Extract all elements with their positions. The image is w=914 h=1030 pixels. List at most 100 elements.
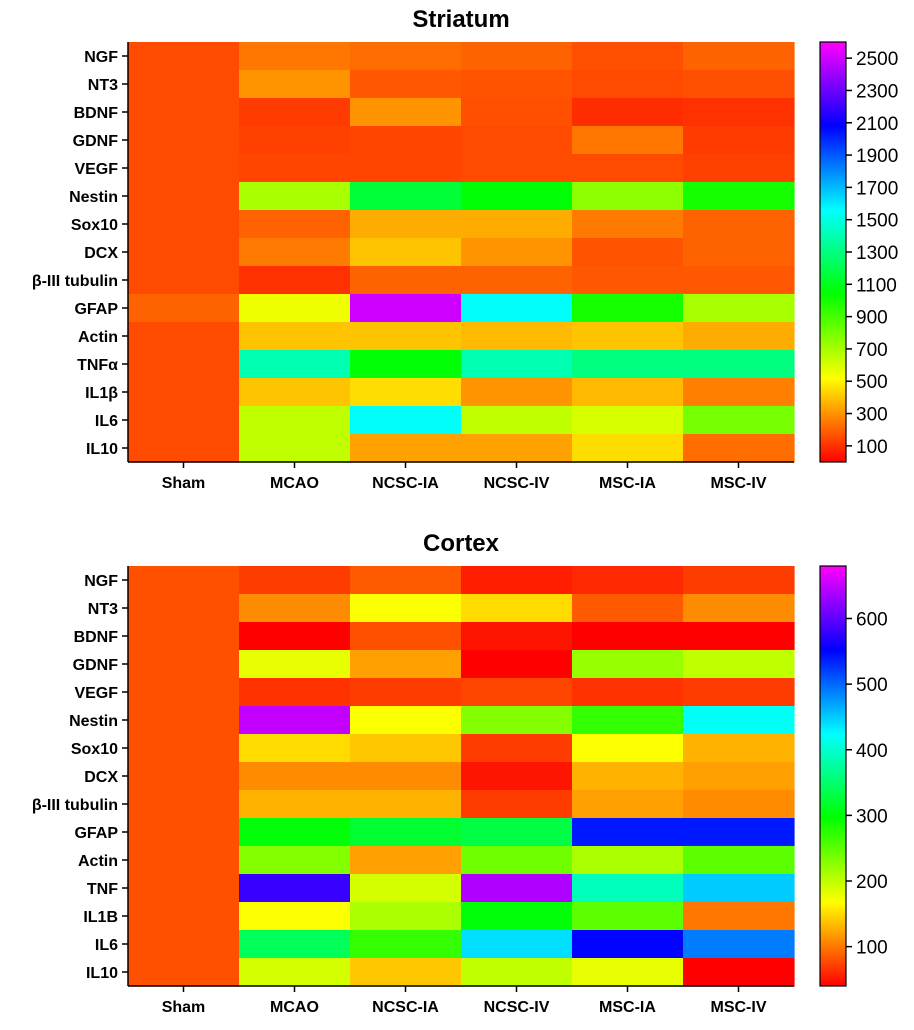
striatum-cell-12-0 — [128, 378, 240, 407]
cortex-cell-3-2 — [350, 650, 462, 679]
striatum-cell-0-1 — [239, 42, 351, 71]
striatum-colorbar-tick-label: 100 — [856, 437, 888, 458]
cortex-cell-6-3 — [461, 734, 573, 763]
striatum-row-label: TNFα — [77, 357, 118, 374]
cortex-cell-6-1 — [239, 734, 351, 763]
cortex-colorbar — [819, 565, 847, 987]
striatum-cell-8-5 — [683, 266, 795, 295]
striatum-cell-0-3 — [461, 42, 573, 71]
cortex-cell-13-3 — [461, 930, 573, 959]
cortex-cell-14-0 — [128, 958, 240, 987]
cortex-cell-12-1 — [239, 902, 351, 931]
striatum-row-label: β-III tubulin — [32, 273, 118, 290]
cortex-cell-9-5 — [683, 818, 795, 847]
striatum-cell-1-5 — [683, 70, 795, 99]
striatum-cell-13-4 — [572, 406, 684, 435]
cortex-row-label: IL6 — [95, 937, 118, 954]
cortex-cell-3-5 — [683, 650, 795, 679]
cortex-cell-3-3 — [461, 650, 573, 679]
cortex-row-label: Nestin — [69, 713, 118, 730]
cortex-cell-5-1 — [239, 706, 351, 735]
cortex-cell-11-3 — [461, 874, 573, 903]
cortex-cell-11-4 — [572, 874, 684, 903]
striatum-cell-10-5 — [683, 322, 795, 351]
striatum-cell-4-0 — [128, 154, 240, 183]
striatum-cell-0-5 — [683, 42, 795, 71]
cortex-cell-2-4 — [572, 622, 684, 651]
striatum-row-label: DCX — [84, 245, 118, 262]
striatum-cell-12-5 — [683, 378, 795, 407]
cortex-cell-7-3 — [461, 762, 573, 791]
striatum-row-label: IL10 — [86, 441, 118, 458]
cortex-cell-2-1 — [239, 622, 351, 651]
striatum-cell-11-5 — [683, 350, 795, 379]
cortex-cell-0-3 — [461, 566, 573, 595]
cortex-cell-7-4 — [572, 762, 684, 791]
cortex-cell-2-5 — [683, 622, 795, 651]
striatum-cell-2-2 — [350, 98, 462, 127]
cortex-colorbar-tick-label: 300 — [856, 806, 888, 827]
striatum-cell-13-0 — [128, 406, 240, 435]
cortex-cell-0-4 — [572, 566, 684, 595]
cortex-cell-8-3 — [461, 790, 573, 819]
striatum-row-label: IL6 — [95, 413, 118, 430]
striatum-colorbar-tick-label: 1100 — [856, 275, 897, 296]
cortex-cell-4-1 — [239, 678, 351, 707]
striatum-cell-10-3 — [461, 322, 573, 351]
cortex-cell-5-3 — [461, 706, 573, 735]
cortex-cell-1-1 — [239, 594, 351, 623]
striatum-cell-6-2 — [350, 210, 462, 239]
cortex-cell-12-2 — [350, 902, 462, 931]
striatum-cell-0-4 — [572, 42, 684, 71]
cortex-cell-12-3 — [461, 902, 573, 931]
cortex-cell-7-0 — [128, 762, 240, 791]
striatum-row-label: VEGF — [74, 161, 118, 178]
striatum-cell-9-2 — [350, 294, 462, 323]
striatum-cell-11-4 — [572, 350, 684, 379]
striatum-cell-9-4 — [572, 294, 684, 323]
striatum-colorbar-tick-label: 1300 — [856, 243, 898, 264]
striatum-cell-0-0 — [128, 42, 240, 71]
striatum-cell-8-0 — [128, 266, 240, 295]
striatum-colorbar-tick-label: 2100 — [856, 114, 898, 135]
cortex-row-label: NGF — [84, 573, 118, 590]
striatum-cell-14-1 — [239, 434, 351, 463]
striatum-colorbar-tick-label: 700 — [856, 340, 888, 361]
striatum-colorbar-tick-label: 500 — [856, 372, 888, 393]
striatum-cell-7-1 — [239, 238, 351, 267]
striatum-cell-2-1 — [239, 98, 351, 127]
striatum-cell-3-0 — [128, 126, 240, 155]
cortex-colorbar-tick-label: 400 — [856, 741, 888, 762]
striatum-cell-5-5 — [683, 182, 795, 211]
striatum-col-label: MSC-IV — [711, 475, 767, 492]
striatum-cell-13-3 — [461, 406, 573, 435]
striatum-cell-1-2 — [350, 70, 462, 99]
striatum-cell-9-3 — [461, 294, 573, 323]
cortex-cell-9-0 — [128, 818, 240, 847]
striatum-cell-7-0 — [128, 238, 240, 267]
cortex-heatmap: Cortex NGF NT3 BDNF GDNF VEGF Nestin Sox10 DCX β-… — [32, 530, 888, 1016]
striatum-cell-0-2 — [350, 42, 462, 71]
striatum-row-label: IL1β — [85, 385, 118, 402]
cortex-cell-10-2 — [350, 846, 462, 875]
cortex-row-label: BDNF — [74, 629, 119, 646]
striatum-row-label: Nestin — [69, 189, 118, 206]
striatum-cell-14-3 — [461, 434, 573, 463]
striatum-cell-5-4 — [572, 182, 684, 211]
striatum-cell-10-1 — [239, 322, 351, 351]
cortex-colorbar-tick-label: 600 — [856, 610, 888, 631]
cortex-cell-13-5 — [683, 930, 795, 959]
striatum-cell-9-0 — [128, 294, 240, 323]
striatum-cell-13-2 — [350, 406, 462, 435]
cortex-col-label: NCSC-IV — [484, 999, 550, 1016]
striatum-cell-4-5 — [683, 154, 795, 183]
cortex-cell-9-2 — [350, 818, 462, 847]
cortex-colorbar-tick-label: 200 — [856, 872, 888, 893]
striatum-colorbar — [819, 41, 847, 463]
cortex-colorbar-tick-label: 100 — [856, 938, 888, 959]
striatum-cell-8-2 — [350, 266, 462, 295]
cortex-row-label: VEGF — [74, 685, 118, 702]
striatum-colorbar-tick-label: 300 — [856, 405, 888, 426]
striatum-row-label: GDNF — [73, 133, 119, 150]
cortex-cell-10-0 — [128, 846, 240, 875]
